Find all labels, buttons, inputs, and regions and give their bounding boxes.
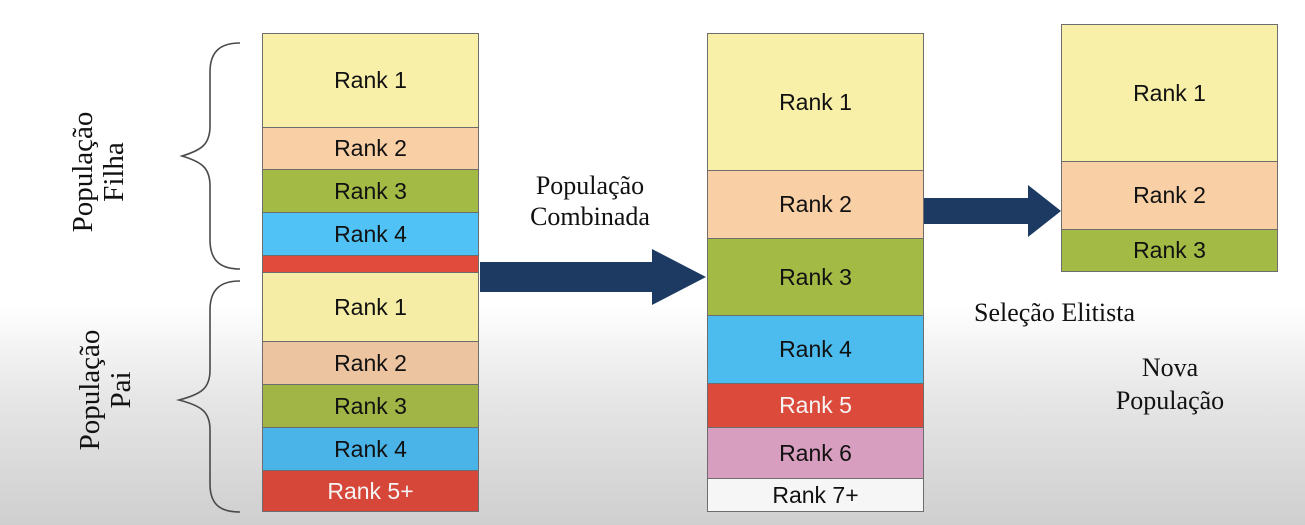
left-parent-rank-4: Rank 4 — [262, 427, 479, 471]
left-child-rank-3: Rank 3 — [262, 169, 479, 213]
combined-rank-4: Rank 4 — [707, 315, 924, 384]
label-pai-line1: População — [74, 329, 106, 451]
brace-filha — [179, 42, 241, 270]
label-nova-line1: Nova — [1141, 353, 1199, 382]
combined-rank-2: Rank 2 — [707, 170, 924, 239]
left-child-rank-4: Rank 4 — [262, 212, 479, 256]
arrow-to-combined — [480, 249, 706, 305]
label-pai-line2: Pai — [105, 371, 137, 409]
left-child-rank-1: Rank 1 — [262, 33, 479, 128]
stack-left: Rank 1 Rank 2 Rank 3 Rank 4 Rank 1 Rank … — [262, 33, 479, 512]
label-combinada-line2: Combinada — [530, 202, 650, 231]
left-child-rank-5-strip — [262, 255, 479, 273]
left-parent-rank-1: Rank 1 — [262, 272, 479, 342]
label-nova-populacao: Nova População — [1095, 351, 1245, 417]
label-populacao-filha: População Filha — [67, 92, 132, 252]
left-parent-rank-2: Rank 2 — [262, 341, 479, 385]
label-populacao-pai: População Pai — [74, 310, 139, 470]
label-selecao-elitista: Seleção Elitista — [974, 298, 1136, 327]
left-child-rank-2: Rank 2 — [262, 127, 479, 170]
arrow-to-new — [924, 185, 1061, 237]
left-parent-rank-5plus: Rank 5+ — [262, 470, 479, 512]
combined-rank-7plus: Rank 7+ — [707, 478, 924, 512]
combined-rank-1: Rank 1 — [707, 33, 924, 171]
combined-rank-3: Rank 3 — [707, 238, 924, 316]
brace-pai — [175, 280, 241, 513]
label-populacao-combinada: População Combinada — [505, 170, 675, 232]
label-filha-line2: Filha — [98, 142, 130, 202]
combined-rank-5: Rank 5 — [707, 383, 924, 428]
label-nova-line2: População — [1115, 386, 1225, 415]
stack-combined: Rank 1 Rank 2 Rank 3 Rank 4 Rank 5 Rank … — [707, 33, 924, 512]
label-combinada-line1: População — [535, 171, 645, 200]
left-parent-rank-3: Rank 3 — [262, 384, 479, 428]
new-rank-1: Rank 1 — [1061, 24, 1278, 162]
stack-new: Rank 1 Rank 2 Rank 3 — [1061, 24, 1278, 272]
new-rank-2: Rank 2 — [1061, 161, 1278, 230]
combined-rank-6: Rank 6 — [707, 427, 924, 479]
new-rank-3: Rank 3 — [1061, 229, 1278, 272]
label-filha-line1: População — [67, 111, 99, 233]
